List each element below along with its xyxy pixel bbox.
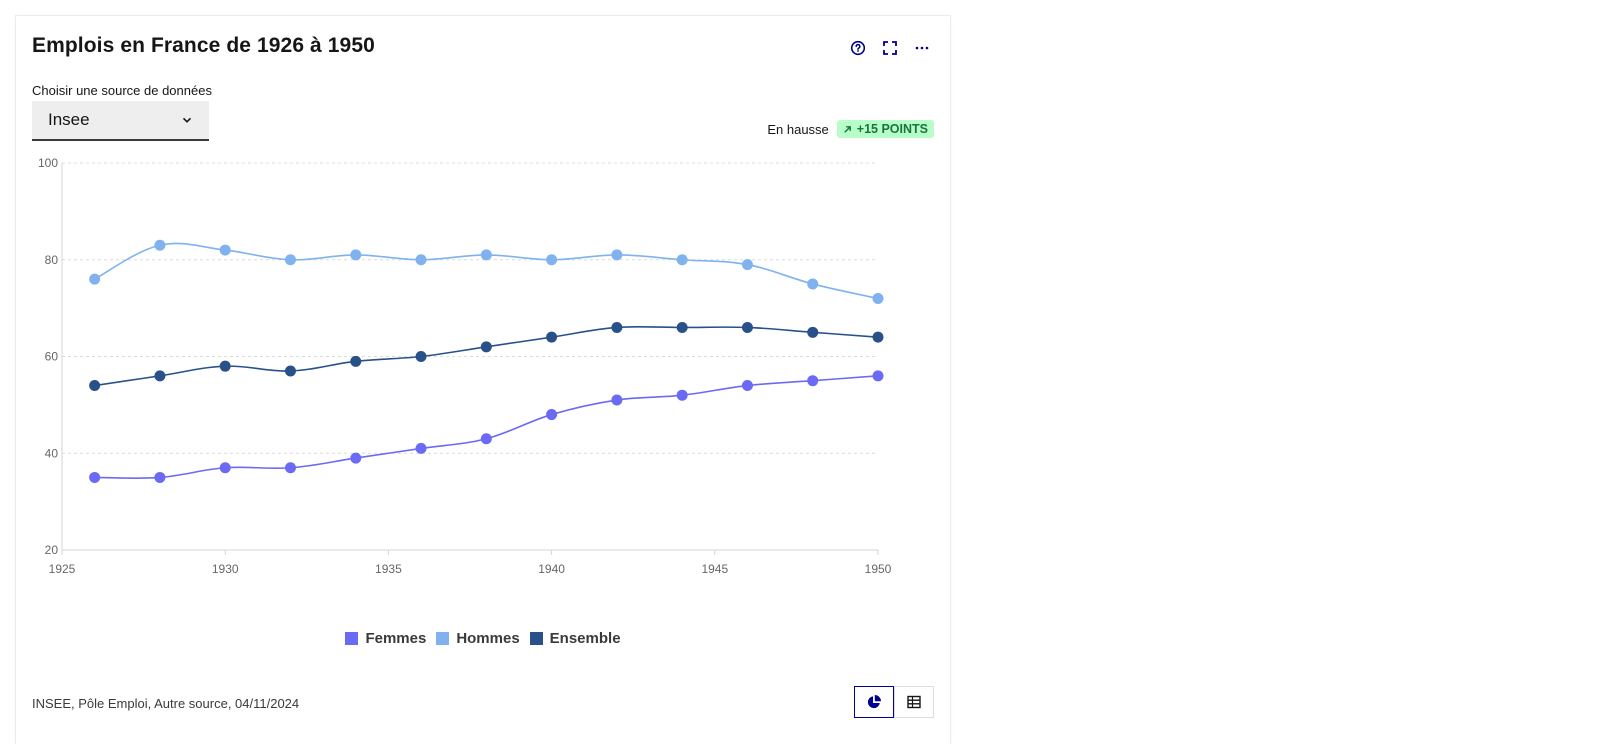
chart-card: Emplois en France de 1926 à 1950 Choisir…	[16, 16, 950, 744]
chart-title: Emplois en France de 1926 à 1950	[32, 34, 375, 57]
legend-item-femmes[interactable]: Femmes	[345, 630, 426, 647]
fullscreen-button[interactable]	[878, 36, 902, 60]
data-point-femmes	[284, 462, 296, 474]
data-point-ensemble	[219, 360, 231, 372]
table-view-button[interactable]	[894, 686, 934, 718]
data-point-femmes	[219, 462, 231, 474]
view-toggle	[854, 686, 934, 718]
data-source: INSEE, Pôle Emploi, Autre source, 04/11/…	[32, 696, 300, 711]
help-button[interactable]	[846, 36, 870, 60]
source-select-label: Choisir une source de données	[32, 83, 212, 98]
source-select-value: Insee	[48, 110, 90, 129]
data-point-ensemble	[284, 365, 296, 377]
data-point-ensemble	[676, 321, 688, 333]
x-tick-label: 1950	[865, 562, 892, 576]
data-point-hommes	[154, 239, 166, 251]
y-tick-label: 100	[38, 156, 58, 170]
data-point-femmes	[350, 452, 362, 464]
data-point-ensemble	[350, 355, 362, 367]
x-tick-label: 1925	[49, 562, 76, 576]
header-actions	[846, 36, 934, 60]
data-point-ensemble	[480, 341, 492, 353]
x-tick-label: 1935	[375, 562, 402, 576]
data-point-hommes	[415, 254, 427, 266]
series-line-femmes	[94, 375, 879, 480]
data-point-hommes	[611, 249, 623, 261]
more-icon	[915, 46, 929, 50]
data-point-hommes	[219, 244, 231, 256]
help-icon	[850, 40, 866, 56]
legend-label: Hommes	[456, 630, 520, 647]
y-tick-label: 20	[45, 543, 59, 557]
data-point-hommes	[807, 278, 819, 290]
y-tick-label: 80	[45, 253, 59, 267]
legend-item-ensemble[interactable]: Ensemble	[529, 630, 621, 647]
data-point-femmes	[546, 409, 558, 421]
x-tick-label: 1930	[212, 562, 239, 576]
data-point-ensemble	[546, 331, 558, 343]
data-point-femmes	[480, 433, 492, 445]
data-point-femmes	[154, 471, 166, 483]
fullscreen-icon	[883, 41, 897, 55]
trend-badge: +15 POINTS	[836, 120, 934, 138]
data-point-femmes	[807, 375, 819, 387]
data-point-ensemble	[872, 331, 884, 343]
pie-chart-icon	[867, 695, 881, 709]
data-point-hommes	[872, 292, 884, 304]
data-point-hommes	[350, 249, 362, 261]
legend-label: Ensemble	[549, 630, 621, 647]
y-tick-label: 60	[45, 350, 59, 364]
data-point-hommes	[546, 254, 558, 266]
data-point-ensemble	[415, 351, 427, 362]
data-point-femmes	[611, 394, 623, 406]
data-point-ensemble	[154, 370, 166, 382]
y-tick-label: 40	[45, 446, 59, 460]
source-select[interactable]: Insee	[32, 101, 209, 141]
data-point-ensemble	[611, 321, 623, 333]
line-chart: 20 40 60 80 100 1925 1930 1935 1940 1945 1950	[38, 156, 892, 576]
legend-swatch	[529, 632, 543, 645]
data-point-hommes	[741, 259, 753, 271]
data-point-femmes	[741, 380, 753, 392]
chevron-down-icon	[182, 117, 192, 123]
trend-label: En hausse	[767, 121, 829, 137]
legend-label: Femmes	[365, 630, 427, 647]
legend-swatch	[436, 632, 450, 645]
x-tick-label: 1940	[538, 562, 565, 576]
data-point-hommes	[480, 249, 492, 261]
data-point-hommes	[284, 254, 296, 266]
arrow-up-right-icon	[844, 125, 851, 133]
data-point-ensemble	[807, 326, 819, 338]
legend-item-hommes[interactable]: Hommes	[436, 630, 520, 647]
trend-badge-text: +15 POINTS	[856, 122, 928, 136]
legend-swatch	[345, 632, 359, 645]
table-icon	[907, 695, 921, 709]
more-button[interactable]	[910, 36, 934, 60]
data-point-femmes	[872, 370, 884, 382]
data-point-femmes	[415, 442, 427, 454]
data-point-hommes	[89, 273, 101, 285]
data-point-ensemble	[741, 321, 753, 333]
data-point-femmes	[89, 471, 101, 483]
x-tick-label: 1945	[701, 562, 728, 576]
chart-legend: Femmes Hommes Ensemble	[16, 630, 950, 647]
data-point-femmes	[676, 389, 688, 401]
chart-view-button[interactable]	[854, 686, 894, 718]
data-point-ensemble	[89, 380, 101, 392]
trend-indicator: En hausse +15 POINTS	[767, 120, 934, 138]
data-point-hommes	[676, 254, 688, 266]
